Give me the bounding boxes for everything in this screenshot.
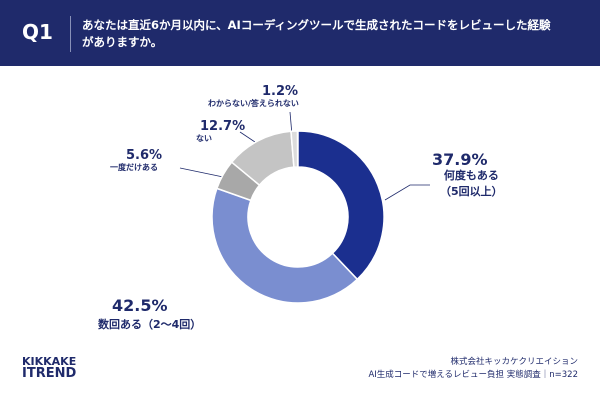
separator: [70, 16, 71, 52]
logo-top: KIKKAKE: [22, 355, 77, 368]
logo-bottom: ITREND: [22, 366, 77, 381]
header: Q1 あなたは直近6か月以内に、AIコーディングツールで生成されたコードをレビュ…: [0, 0, 600, 66]
donut-segment: [290, 130, 299, 168]
donut-segment: [297, 130, 385, 281]
question-title: あなたは直近6か月以内に、AIコーディングツールで生成されたコードをレビューした…: [82, 18, 551, 49]
category-label: 何度もある （5回以上）: [440, 169, 503, 198]
category-label: ない: [196, 134, 212, 143]
donut-segment: [211, 187, 359, 304]
logo: KIKKAKE ITREND: [22, 355, 77, 381]
value-label: 12.7%: [200, 119, 246, 134]
value-label: 42.5%: [112, 296, 168, 315]
value-label: 1.2%: [262, 84, 299, 99]
footer: 株式会社キッカケクリエイション AI生成コードで増えるレビュー負担 実態調査｜n…: [368, 356, 578, 382]
value-label: 5.6%: [126, 148, 163, 163]
question-badge: Q1: [22, 20, 53, 44]
leader-line: [179, 167, 229, 179]
leader-line: [384, 184, 430, 201]
leader-line: [239, 131, 256, 143]
category-label: わからない/答えられない: [208, 99, 299, 108]
footer-survey: AI生成コードで増えるレビュー負担 実態調査｜n=322: [368, 370, 578, 380]
value-label: 37.9%: [432, 150, 488, 169]
category-label: 数回ある（2〜4回）: [98, 318, 202, 331]
category-label: 一度だけある: [110, 163, 158, 172]
footer-company: 株式会社キッカケクリエイション: [450, 357, 578, 367]
leader-lines: [179, 111, 430, 201]
